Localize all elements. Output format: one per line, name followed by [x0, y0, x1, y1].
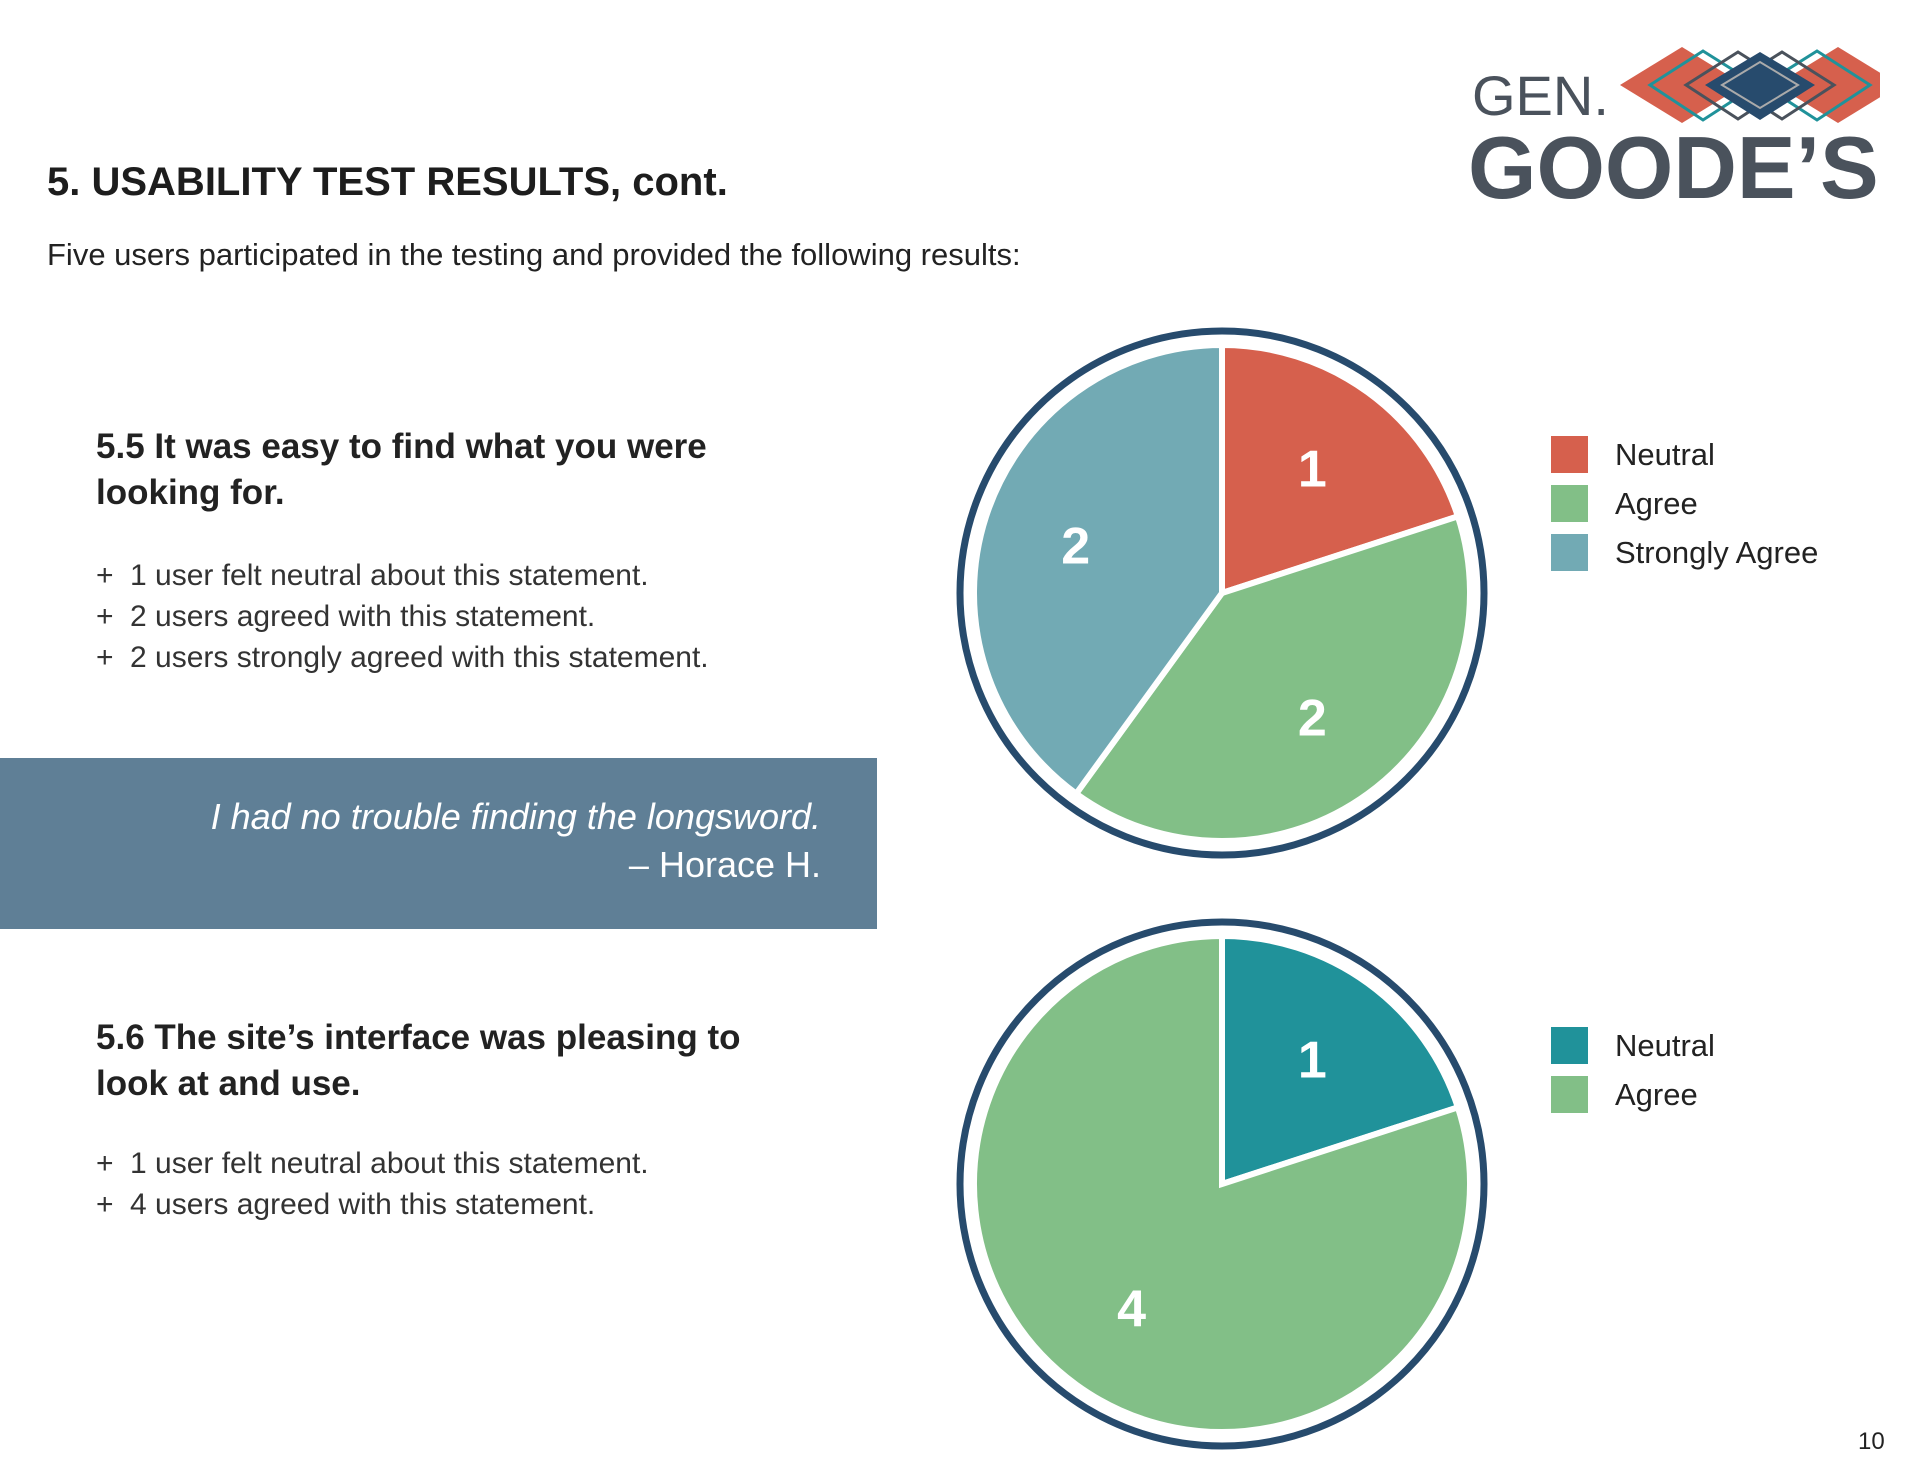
- page-number: 10: [1858, 1428, 1885, 1455]
- pie-outer-ring: [956, 918, 1488, 1450]
- quote-attribution: – Horace H.: [628, 844, 821, 885]
- question-5-5-bullets: +1 user felt neutral about this statemen…: [96, 555, 709, 678]
- legend-item-neutral: Neutral: [1551, 1021, 1715, 1070]
- pie-slice-agree: [971, 932, 1473, 1435]
- page-subtitle: Five users participated in the testing a…: [47, 237, 1021, 272]
- svg-text:GEN.: GEN.: [1472, 64, 1609, 127]
- question-5-6-heading: 5.6 The site’s interface was pleasing to…: [96, 1018, 741, 1103]
- svg-text:GOODE’S: GOODE’S: [1468, 118, 1879, 205]
- gen-goodes-logo: GEN. GOODE’S: [1468, 47, 1880, 205]
- bullet-item: +2 users strongly agreed with this state…: [96, 641, 709, 674]
- legend-swatch: [1551, 485, 1588, 522]
- legend-5-5: Neutral Agree Strongly Agree: [1551, 430, 1818, 577]
- pie-slice-label: 2: [1061, 517, 1090, 575]
- pie-slice-agree: [1072, 512, 1473, 844]
- legend-item-agree: Agree: [1551, 479, 1818, 528]
- bullet-item: +1 user felt neutral about this statemen…: [96, 559, 649, 592]
- legend-item-neutral: Neutral: [1551, 430, 1818, 479]
- pie-slice-neutral: [1219, 341, 1462, 598]
- question-5-5-heading: 5.5 It was easy to find what you were lo…: [96, 427, 707, 512]
- legend-swatch: [1551, 1076, 1588, 1113]
- pie-chart-5-6: 14: [956, 918, 1488, 1450]
- pie-slice-strongly-agree: [971, 341, 1225, 798]
- pie-slice-label: 1: [1298, 441, 1327, 499]
- legend-swatch: [1551, 436, 1588, 473]
- pie-chart-5-5: 1 2 2: [956, 327, 1488, 859]
- legend-swatch: [1551, 534, 1588, 571]
- bullet-item: +2 users agreed with this statement.: [96, 600, 596, 633]
- pie-slice-neutral: [1219, 932, 1462, 1189]
- pie-outer-ring: [956, 327, 1488, 859]
- legend-item-strongly-agree: Strongly Agree: [1551, 528, 1818, 577]
- bullet-item: +1 user felt neutral about this statemen…: [96, 1147, 649, 1180]
- pie-slice-label: 2: [1298, 689, 1327, 747]
- legend-swatch: [1551, 1027, 1588, 1064]
- pie-slice-label: 4: [1117, 1280, 1146, 1338]
- legend-5-6: Neutral Agree: [1551, 1021, 1715, 1119]
- pie-slice-label: 1: [1298, 1032, 1327, 1090]
- user-quote-box: I had no trouble finding the longsword. …: [0, 758, 877, 929]
- bullet-item: +4 users agreed with this statement.: [96, 1188, 596, 1221]
- question-5-6-bullets: +1 user felt neutral about this statemen…: [96, 1143, 649, 1225]
- quote-text: I had no trouble finding the longsword.: [210, 796, 821, 837]
- legend-item-agree: Agree: [1551, 1070, 1715, 1119]
- page-title: 5. USABILITY TEST RESULTS, cont.: [47, 160, 728, 204]
